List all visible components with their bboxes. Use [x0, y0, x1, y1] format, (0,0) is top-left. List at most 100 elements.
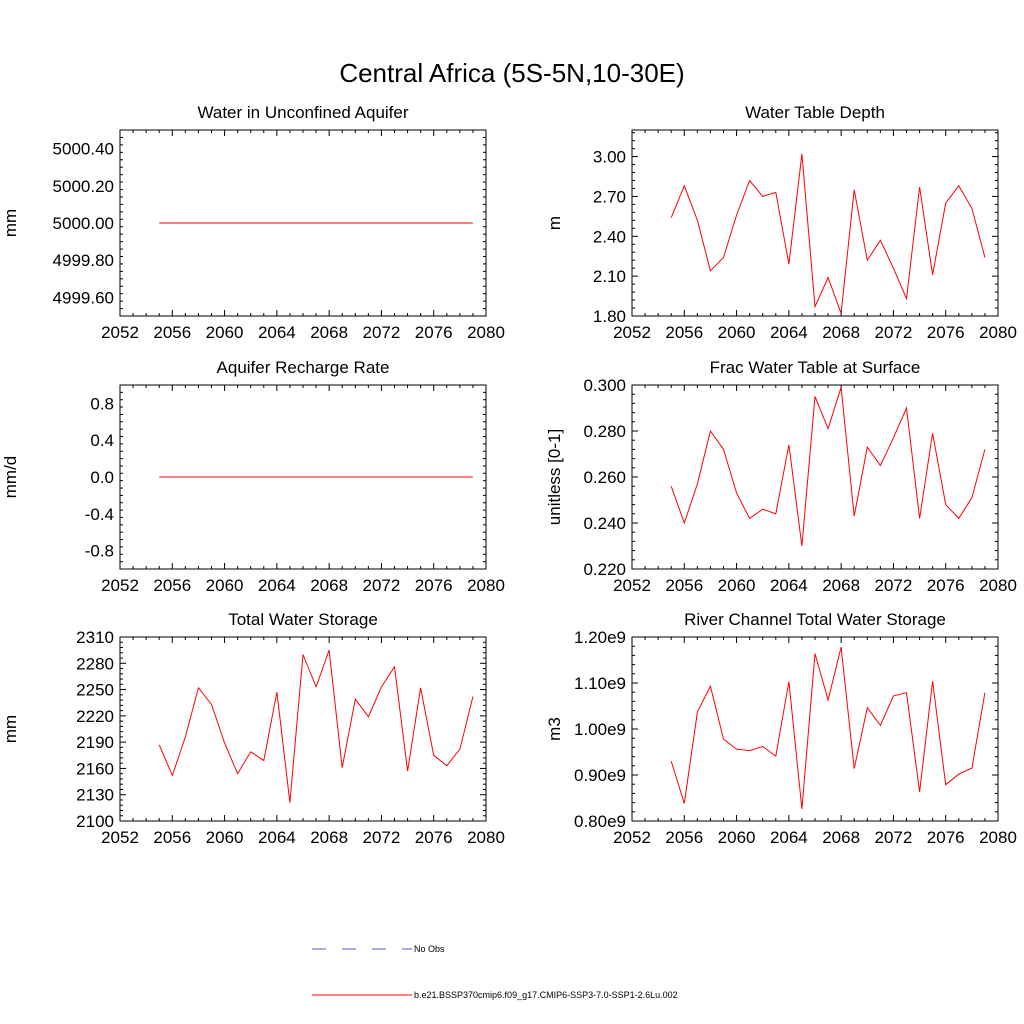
- x-tick-label: 2080: [467, 828, 505, 847]
- panel-title: Water Table Depth: [745, 103, 885, 122]
- x-tick-label: 2064: [770, 323, 808, 342]
- x-tick-label: 2068: [822, 576, 860, 595]
- y-tick-label: 0.240: [583, 514, 626, 533]
- y-tick-label: 0.4: [90, 431, 114, 450]
- y-tick-label: 2130: [76, 786, 114, 805]
- x-tick-label: 2060: [718, 828, 756, 847]
- y-tick-label: 2100: [76, 812, 114, 831]
- y-tick-label: 2.40: [593, 227, 626, 246]
- y-tick-label: 2310: [76, 628, 114, 647]
- x-tick-label: 2056: [153, 576, 191, 595]
- panel-title: River Channel Total Water Storage: [684, 610, 946, 629]
- y-tick-label: 0.300: [583, 376, 626, 395]
- x-tick-label: 2052: [101, 828, 139, 847]
- panel-3: 2052 2056 2060 2064 2068 2072 2076 2080 0.220 0.2…: [545, 358, 1017, 595]
- panel-1: 2052 2056 2060 2064 2068 2072 2076 2080 1.80 2.10…: [545, 103, 1017, 342]
- series-line: [158, 649, 474, 803]
- y-tick-label: 0.8: [90, 394, 114, 413]
- y-tick-label: 0.0: [90, 468, 114, 487]
- x-tick-label: 2068: [310, 828, 348, 847]
- y-tick-label: 5000.40: [53, 140, 114, 159]
- y-axis-label: m3: [545, 717, 564, 741]
- y-tick-label: 0.260: [583, 468, 626, 487]
- y-tick-label: 0.220: [583, 560, 626, 579]
- y-tick-label: 4999.80: [53, 251, 114, 270]
- legend-label-model: b.e21.BSSP370cmip6.f09_g17.CMIP6-SSP3-7.…: [414, 990, 678, 1000]
- x-tick-label: 2064: [258, 828, 296, 847]
- x-tick-label: 2072: [363, 323, 401, 342]
- x-tick-label: 2072: [875, 828, 913, 847]
- y-axis-label: m: [545, 216, 564, 230]
- x-tick-label: 2056: [665, 576, 703, 595]
- x-tick-label: 2064: [258, 576, 296, 595]
- y-tick-label: 2160: [76, 759, 114, 778]
- x-tick-label: 2056: [153, 828, 191, 847]
- y-tick-label: 2190: [76, 733, 114, 752]
- x-tick-label: 2072: [875, 576, 913, 595]
- panels: 2052 2056 2060 2064 2068 2072 2076 2080 4999.60 4…: [1, 103, 1017, 847]
- figure-title: Central Africa (5S-5N,10-30E): [339, 58, 684, 88]
- x-tick-label: 2080: [467, 323, 505, 342]
- y-tick-label: -0.4: [85, 505, 114, 524]
- x-tick-label: 2064: [770, 576, 808, 595]
- x-tick-label: 2076: [415, 323, 453, 342]
- x-tick-label: 2060: [718, 576, 756, 595]
- y-tick-label: 4999.60: [53, 288, 114, 307]
- y-tick-label: 5000.00: [53, 214, 114, 233]
- x-tick-label: 2052: [613, 576, 651, 595]
- x-tick-label: 2068: [310, 323, 348, 342]
- series-line: [670, 153, 986, 314]
- y-tick-label: -0.8: [85, 542, 114, 561]
- y-tick-label: 1.00e9: [574, 720, 626, 739]
- panel-4: 2052 2056 2060 2064 2068 2072 2076 2080 2100 2130…: [1, 610, 505, 847]
- panel-2: 2052 2056 2060 2064 2068 2072 2076 2080 -0.8 -0.4…: [1, 358, 505, 595]
- x-tick-label: 2068: [310, 576, 348, 595]
- series-line: [670, 387, 986, 547]
- y-tick-label: 2280: [76, 654, 114, 673]
- y-tick-label: 0.90e9: [574, 766, 626, 785]
- y-axis-label: mm: [1, 715, 20, 743]
- x-tick-label: 2076: [927, 576, 965, 595]
- y-tick-label: 2220: [76, 707, 114, 726]
- y-tick-label: 5000.20: [53, 177, 114, 196]
- x-tick-label: 2052: [101, 576, 139, 595]
- x-tick-label: 2056: [665, 323, 703, 342]
- y-axis-label: unitless [0-1]: [545, 429, 564, 525]
- x-tick-label: 2064: [258, 323, 296, 342]
- panel-title: Water in Unconfined Aquifer: [197, 103, 408, 122]
- x-tick-label: 2056: [665, 828, 703, 847]
- x-tick-label: 2052: [101, 323, 139, 342]
- legend: No Obs b.e21.BSSP370cmip6.f09_g17.CMIP6-…: [312, 944, 678, 1000]
- x-tick-label: 2080: [467, 576, 505, 595]
- x-tick-label: 2060: [206, 576, 244, 595]
- panel-title: Total Water Storage: [228, 610, 378, 629]
- y-tick-label: 0.280: [583, 422, 626, 441]
- y-tick-label: 0.80e9: [574, 812, 626, 831]
- x-tick-label: 2052: [613, 828, 651, 847]
- x-tick-label: 2060: [206, 323, 244, 342]
- y-tick-label: 1.80: [593, 307, 626, 326]
- x-tick-label: 2056: [153, 323, 191, 342]
- panel-title: Frac Water Table at Surface: [710, 358, 921, 377]
- panel-0: 2052 2056 2060 2064 2068 2072 2076 2080 4999.60 4…: [1, 103, 505, 342]
- y-tick-label: 2250: [76, 681, 114, 700]
- y-tick-label: 1.20e9: [574, 628, 626, 647]
- y-tick-label: 2.10: [593, 267, 626, 286]
- x-tick-label: 2076: [927, 323, 965, 342]
- y-axis-label: mm/d: [1, 456, 20, 499]
- x-tick-label: 2080: [979, 576, 1017, 595]
- x-tick-label: 2072: [363, 576, 401, 595]
- x-tick-label: 2072: [363, 828, 401, 847]
- x-tick-label: 2068: [822, 323, 860, 342]
- x-tick-label: 2076: [415, 576, 453, 595]
- y-tick-label: 3.00: [593, 148, 626, 167]
- x-tick-label: 2080: [979, 828, 1017, 847]
- x-tick-label: 2052: [613, 323, 651, 342]
- y-axis-label: mm: [1, 209, 20, 237]
- x-tick-label: 2076: [927, 828, 965, 847]
- legend-label-obs: No Obs: [414, 944, 445, 954]
- panel-5: 2052 2056 2060 2064 2068 2072 2076 2080 0.80e9 0.…: [545, 610, 1017, 847]
- x-tick-label: 2064: [770, 828, 808, 847]
- x-tick-label: 2060: [206, 828, 244, 847]
